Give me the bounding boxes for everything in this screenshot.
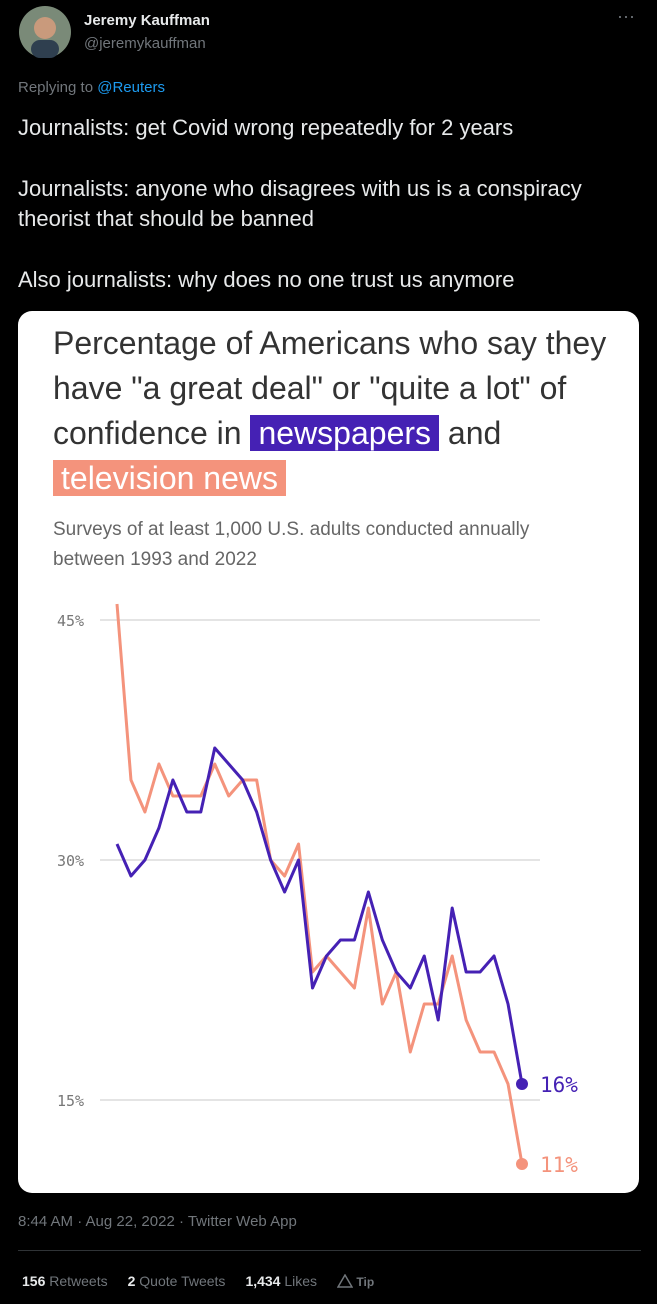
stat-count: 156	[22, 1273, 46, 1289]
end-point	[516, 1078, 528, 1090]
reply-to[interactable]: @Reuters	[97, 79, 165, 96]
reply-line: Replying to @Reuters	[18, 79, 165, 96]
data-label: 11%	[540, 1153, 578, 1177]
legend-entry: television news	[53, 460, 286, 496]
stat[interactable]: 156 Retweets	[22, 1273, 108, 1289]
divider	[18, 1250, 641, 1251]
stat-count: 2	[127, 1273, 136, 1289]
stat[interactable]: 1,434 Likes	[245, 1273, 317, 1289]
series-line	[115, 603, 524, 1165]
data-label: 16%	[540, 1073, 578, 1097]
paragraph: Journalists: anyone who disagrees with u…	[18, 176, 582, 231]
y-tick-label: 45%	[57, 612, 84, 630]
image-card[interactable]	[18, 311, 639, 1193]
tip-label: Tip	[356, 1275, 375, 1289]
stat-label: Retweets	[49, 1273, 108, 1289]
stat-label: Likes	[284, 1273, 318, 1289]
tip-button[interactable]: Tip	[336, 1273, 375, 1289]
y-tick-label: 15%	[57, 1092, 84, 1110]
series-line	[115, 746, 524, 1085]
paragraph: Also journalists: why does no one trust …	[18, 267, 515, 292]
chart-title: Percentage of Americans who say they hav…	[53, 321, 613, 501]
stats: 156 Retweets 2 Quote Tweets 1,434 Likes Ti…	[22, 1273, 374, 1289]
paragraph: Journalists: get Covid wrong repeatedly …	[18, 115, 514, 140]
stat[interactable]: 2 Quote Tweets	[128, 1273, 226, 1289]
tip-icon	[336, 1273, 354, 1288]
reply-prefix: Replying to	[18, 79, 94, 96]
avatar[interactable]	[19, 6, 71, 58]
author-handle[interactable]: @jeremykauffman	[84, 35, 206, 52]
y-tick-label: 30%	[57, 852, 84, 870]
stat-count: 1,434	[245, 1273, 281, 1289]
legend-entry: newspapers	[250, 415, 440, 451]
title-join: and	[447, 415, 502, 451]
more-button[interactable]: ···	[617, 6, 635, 26]
timestamp: 8:44 AM · Aug 22, 2022 · Twitter Web App	[18, 1213, 297, 1230]
tweet-text: Journalists: get Covid wrong repeatedly …	[18, 113, 598, 326]
chart-subtitle: Surveys of at least 1,000 U.S. adults co…	[53, 519, 530, 570]
author-name[interactable]: Jeremy Kauffman	[84, 12, 210, 29]
end-point	[516, 1158, 528, 1170]
stat-label: Quote Tweets	[139, 1273, 226, 1289]
title-text: Percentage of Americans who say they hav…	[53, 325, 607, 451]
